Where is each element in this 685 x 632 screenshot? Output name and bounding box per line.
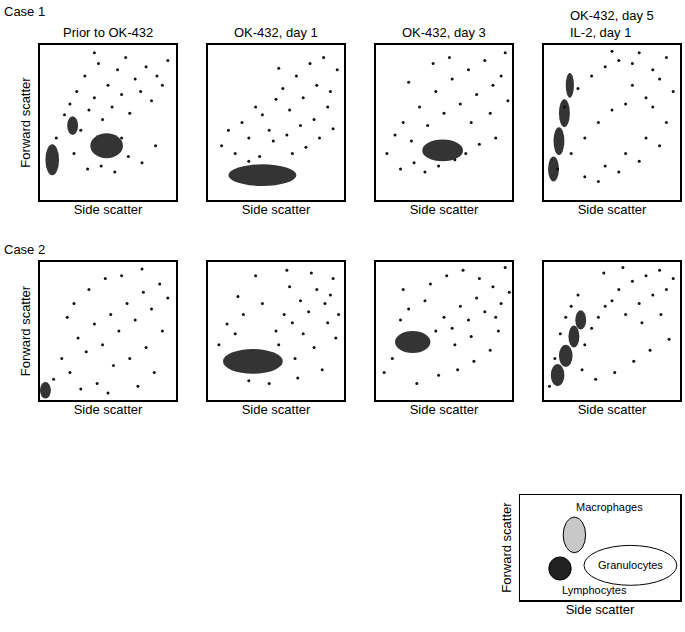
svg-text:Forward scatter: Forward scatter <box>18 77 33 168</box>
svg-text:Side scatter: Side scatter <box>410 402 479 417</box>
svg-text:OK-432, day 1: OK-432, day 1 <box>234 25 318 40</box>
svg-text:Case 2: Case 2 <box>4 242 45 257</box>
svg-text:Forward scatter: Forward scatter <box>499 502 514 593</box>
svg-text:Side scatter: Side scatter <box>242 402 311 417</box>
svg-text:OK-432, day 3: OK-432, day 3 <box>402 25 486 40</box>
svg-text:Side scatter: Side scatter <box>74 402 143 417</box>
svg-text:Forward scatter: Forward scatter <box>18 285 33 376</box>
svg-text:Granulocytes: Granulocytes <box>598 559 663 571</box>
svg-text:OK-432, day 5IL-2, day 1: OK-432, day 5IL-2, day 1 <box>570 8 654 40</box>
svg-text:Prior to OK-432: Prior to OK-432 <box>63 25 153 40</box>
svg-text:Side scatter: Side scatter <box>566 602 635 617</box>
svg-text:Side scatter: Side scatter <box>410 202 479 217</box>
svg-text:Case 1: Case 1 <box>4 4 45 19</box>
svg-text:Side scatter: Side scatter <box>74 202 143 217</box>
svg-text:Macrophages: Macrophages <box>576 501 643 513</box>
svg-text:Lymphocytes: Lymphocytes <box>562 584 627 596</box>
svg-text:Side scatter: Side scatter <box>578 402 647 417</box>
svg-text:Side scatter: Side scatter <box>242 202 311 217</box>
svg-text:Side scatter: Side scatter <box>578 202 647 217</box>
